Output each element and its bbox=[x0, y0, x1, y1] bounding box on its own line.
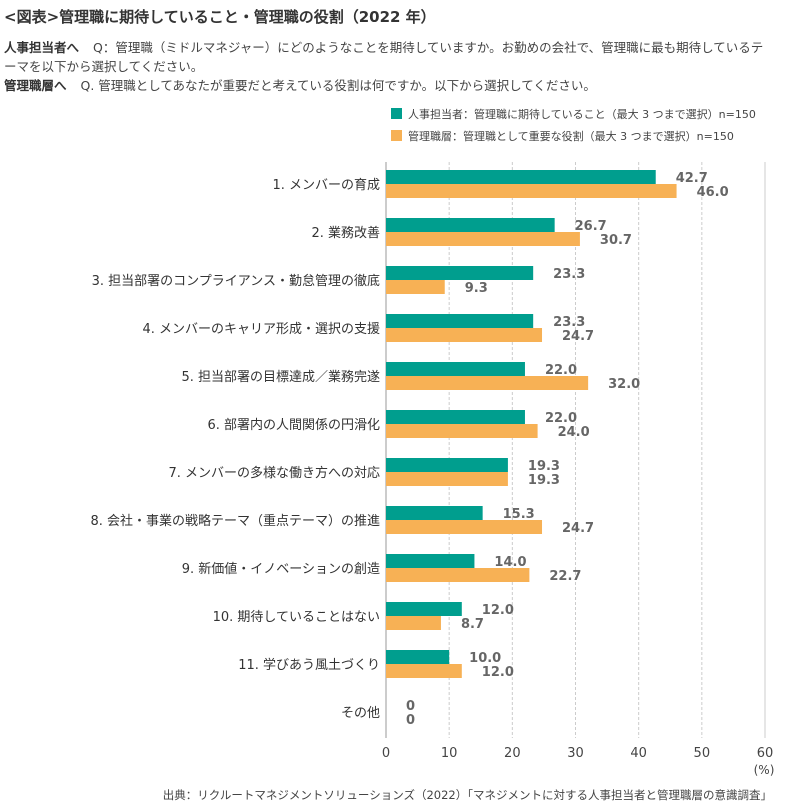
x-tick-label: 60 bbox=[757, 746, 774, 761]
bar-hr bbox=[386, 602, 462, 616]
value-label-manager: 22.7 bbox=[549, 569, 581, 584]
value-label-manager: 24.7 bbox=[562, 329, 594, 344]
value-label-manager: 46.0 bbox=[697, 185, 729, 200]
value-label-hr: 42.7 bbox=[676, 171, 708, 186]
bar-hr bbox=[386, 554, 475, 568]
category-label: 5. 担当部署の目標達成／業務完遂 bbox=[181, 369, 380, 385]
x-tick-label: 10 bbox=[441, 746, 458, 761]
bar-hr bbox=[386, 218, 555, 232]
x-tick-label: 40 bbox=[630, 746, 647, 761]
category-label: 11. 学びあう風土づくり bbox=[238, 657, 380, 673]
category-label: 3. 担当部署のコンプライアンス・勤怠管理の徹底 bbox=[92, 273, 380, 289]
x-tick-label: 0 bbox=[382, 746, 390, 761]
category-label: 1. メンバーの育成 bbox=[272, 177, 380, 193]
bar-hr bbox=[386, 458, 508, 472]
question-hr: 人事担当者へ Q：管理職（ミドルマネジャー）にどのようなことを期待していますか。お… bbox=[4, 38, 774, 76]
question-manager-respondent: 管理職層へ bbox=[4, 78, 67, 93]
bar-hr bbox=[386, 506, 483, 520]
value-label-hr: 15.3 bbox=[503, 507, 535, 522]
category-label: 6. 部署内の人間関係の円滑化 bbox=[207, 417, 380, 433]
value-label-hr: 10.0 bbox=[469, 651, 501, 666]
question-hr-text: Q：管理職（ミドルマネジャー）にどのようなことを期待していますか。お勤めの会社で… bbox=[4, 40, 764, 74]
question-manager: 管理職層へ Q. 管理職としてあなたが重要だと考えている役割は何ですか。以下から選… bbox=[4, 76, 774, 95]
source-footer: 出典：リクルートマネジメントソリューションズ（2022）「マネジメントに対する人… bbox=[162, 788, 772, 802]
bar-manager bbox=[386, 616, 441, 630]
value-label-manager: 32.0 bbox=[608, 377, 640, 392]
legend-label-1: 人事担当者：管理職に期待していること（最大 3 つまで選択）n=150 bbox=[408, 107, 756, 121]
value-label-hr: 12.0 bbox=[482, 603, 514, 618]
bar-hr bbox=[386, 266, 534, 280]
bar-manager bbox=[386, 328, 543, 342]
value-label-manager: 19.3 bbox=[528, 473, 560, 488]
question-hr-respondent: 人事担当者へ bbox=[4, 40, 80, 55]
value-label-manager: 0 bbox=[406, 713, 415, 728]
value-label-hr: 23.3 bbox=[553, 315, 585, 330]
value-label-hr: 14.0 bbox=[494, 555, 526, 570]
category-label: 7. メンバーの多様な働き方への対応 bbox=[168, 465, 380, 481]
category-label: 10. 期待していることはない bbox=[213, 610, 380, 625]
question-manager-text: Q. 管理職としてあなたが重要だと考えている役割は何ですか。以下から選択してくだ… bbox=[80, 78, 596, 93]
x-tick-label: 50 bbox=[694, 746, 711, 761]
bar-manager bbox=[386, 472, 508, 486]
bar-manager bbox=[386, 520, 543, 534]
bar-hr bbox=[386, 314, 534, 328]
category-label: 4. メンバーのキャリア形成・選択の支援 bbox=[142, 322, 380, 337]
category-label: 9. 新価値・イノベーションの創造 bbox=[182, 561, 380, 577]
bar-hr bbox=[386, 410, 525, 424]
category-label: その他 bbox=[341, 706, 380, 721]
x-tick-label: 30 bbox=[567, 746, 584, 761]
bar-hr bbox=[386, 362, 525, 376]
chart-title: <図表>管理職に期待していること・管理職の役割（2022 年） bbox=[4, 8, 436, 26]
bar-manager bbox=[386, 184, 677, 198]
bar-manager bbox=[386, 664, 462, 678]
bar-hr bbox=[386, 650, 450, 664]
bar-manager bbox=[386, 424, 538, 438]
value-label-manager: 8.7 bbox=[461, 617, 484, 632]
category-label: 8. 会社・事業の戦略テーマ（重点テーマ）の推進 bbox=[90, 513, 380, 529]
value-label-manager: 12.0 bbox=[482, 665, 514, 680]
bar-manager bbox=[386, 568, 530, 582]
value-label-hr: 22.0 bbox=[545, 363, 577, 378]
value-label-hr: 23.3 bbox=[553, 267, 585, 282]
category-label: 2. 業務改善 bbox=[311, 225, 380, 241]
bar-manager bbox=[386, 376, 589, 390]
value-label-manager: 30.7 bbox=[600, 233, 632, 248]
value-label-hr: 22.0 bbox=[545, 411, 577, 426]
x-unit-label: (%) bbox=[754, 763, 775, 777]
value-label-hr: 0 bbox=[406, 699, 415, 714]
legend-label-2: 管理職層：管理職として重要な役割（最大 3 つまで選択）n=150 bbox=[408, 129, 734, 143]
legend-swatch-1 bbox=[391, 108, 402, 119]
legend-swatch-2 bbox=[391, 130, 402, 141]
x-tick-label: 20 bbox=[504, 746, 521, 761]
value-label-manager: 24.7 bbox=[562, 521, 594, 536]
value-label-hr: 26.7 bbox=[575, 219, 607, 234]
bar-hr bbox=[386, 170, 656, 184]
value-label-manager: 24.0 bbox=[558, 425, 590, 440]
bar-manager bbox=[386, 232, 580, 246]
value-label-hr: 19.3 bbox=[528, 459, 560, 474]
bar-manager bbox=[386, 280, 445, 294]
value-label-manager: 9.3 bbox=[465, 281, 488, 296]
